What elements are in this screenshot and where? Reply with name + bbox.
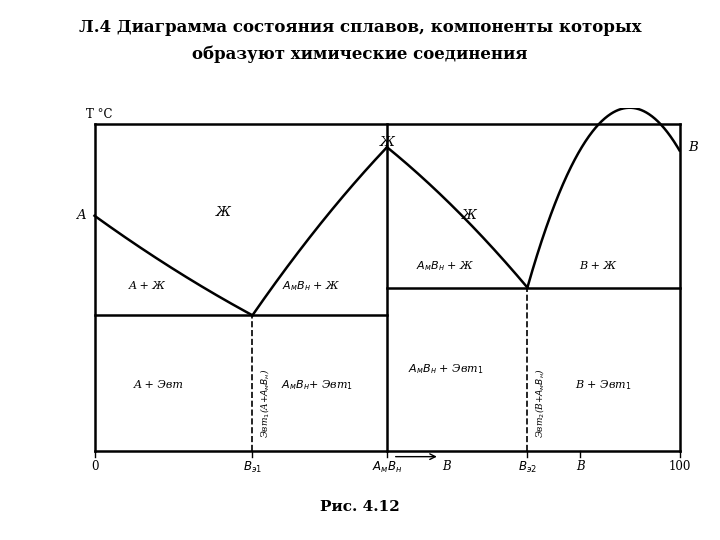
Text: B + Эвт$_1$: B + Эвт$_1$ [575,379,631,393]
Text: A + Эвт: A + Эвт [134,381,184,390]
Text: Л.4 Диаграмма состояния сплавов, компоненты которых: Л.4 Диаграмма состояния сплавов, компоне… [78,19,642,36]
Text: T °C: T °C [86,108,112,121]
Text: $A_мB_н$+ Эвт$_1$: $A_мB_н$+ Эвт$_1$ [281,379,353,393]
Text: $A_мB_н$ + Эвт$_1$: $A_мB_н$ + Эвт$_1$ [408,362,483,376]
Text: Рис. 4.12: Рис. 4.12 [320,500,400,514]
Text: A: A [76,209,86,222]
Text: 100: 100 [668,460,690,473]
Text: Ж: Ж [216,206,230,219]
Text: B: B [576,460,585,473]
Text: образуют химические соединения: образуют химические соединения [192,46,528,63]
Text: A + Ж: A + Ж [129,281,166,291]
Text: Ж: Ж [379,136,395,149]
Text: B: B [443,460,451,473]
Text: $B_{э2}$: $B_{э2}$ [518,460,537,475]
Text: $A_мB_н$: $A_мB_н$ [372,460,402,475]
Text: B + Ж: B + Ж [579,261,616,271]
Text: Эвт$_2$(B+$A_мB_н$): Эвт$_2$(B+$A_мB_н$) [534,368,546,438]
Text: $A_мB_н$ + Ж: $A_мB_н$ + Ж [416,259,474,273]
Text: $B_{э1}$: $B_{э1}$ [243,460,262,475]
Text: Эвт$_1$(A+$A_мB_н$): Эвт$_1$(A+$A_мB_н$) [258,368,271,438]
Text: B: B [688,141,698,154]
Text: $A_мB_н$ + Ж: $A_мB_н$ + Ж [282,279,341,293]
Text: 0: 0 [91,460,98,473]
Text: Ж: Ж [462,209,477,222]
